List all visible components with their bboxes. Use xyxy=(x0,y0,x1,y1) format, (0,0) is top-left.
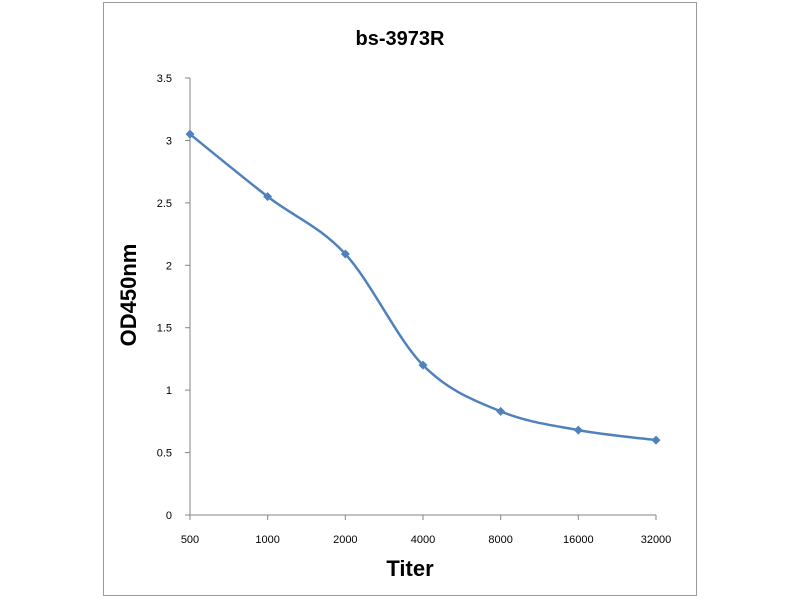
series-line xyxy=(189,133,657,442)
x-tick-label: 16000 xyxy=(563,534,594,546)
x-tick-label: 2000 xyxy=(333,534,357,546)
y-axis-title: OD450nm xyxy=(116,244,141,347)
data-point-marker xyxy=(573,425,583,435)
tick-labels: 0 0.5 1 1.5 2 2.5 3 3.5 500 1000 2000 4000 8000 16000… xyxy=(157,73,672,546)
x-tick-label: 8000 xyxy=(488,534,512,546)
y-tick-label: 1 xyxy=(166,385,172,397)
y-tick-label: 2.5 xyxy=(157,198,172,210)
x-tick-label: 32000 xyxy=(641,534,672,546)
x-tick-label: 1000 xyxy=(255,534,279,546)
series xyxy=(185,129,661,445)
data-point-marker xyxy=(496,406,506,416)
y-tick-label: 0.5 xyxy=(157,448,172,460)
chart-frame xyxy=(103,2,697,596)
axes xyxy=(189,78,656,516)
x-axis-title: Titer xyxy=(386,556,434,581)
data-point-marker xyxy=(263,192,273,202)
y-tick-label: 3 xyxy=(166,135,172,147)
x-tick-label: 4000 xyxy=(411,534,435,546)
chart-title: bs-3973R xyxy=(356,28,445,50)
y-tick-label: 2 xyxy=(166,260,172,272)
x-tick-label: 500 xyxy=(181,534,199,546)
data-point-marker xyxy=(340,249,350,259)
y-tick-label: 3.5 xyxy=(157,73,172,85)
data-point-marker xyxy=(651,435,661,445)
y-tick-label: 1.5 xyxy=(157,323,172,335)
data-point-marker xyxy=(185,129,195,139)
y-tick-label: 0 xyxy=(166,510,172,522)
data-point-marker xyxy=(418,360,428,370)
